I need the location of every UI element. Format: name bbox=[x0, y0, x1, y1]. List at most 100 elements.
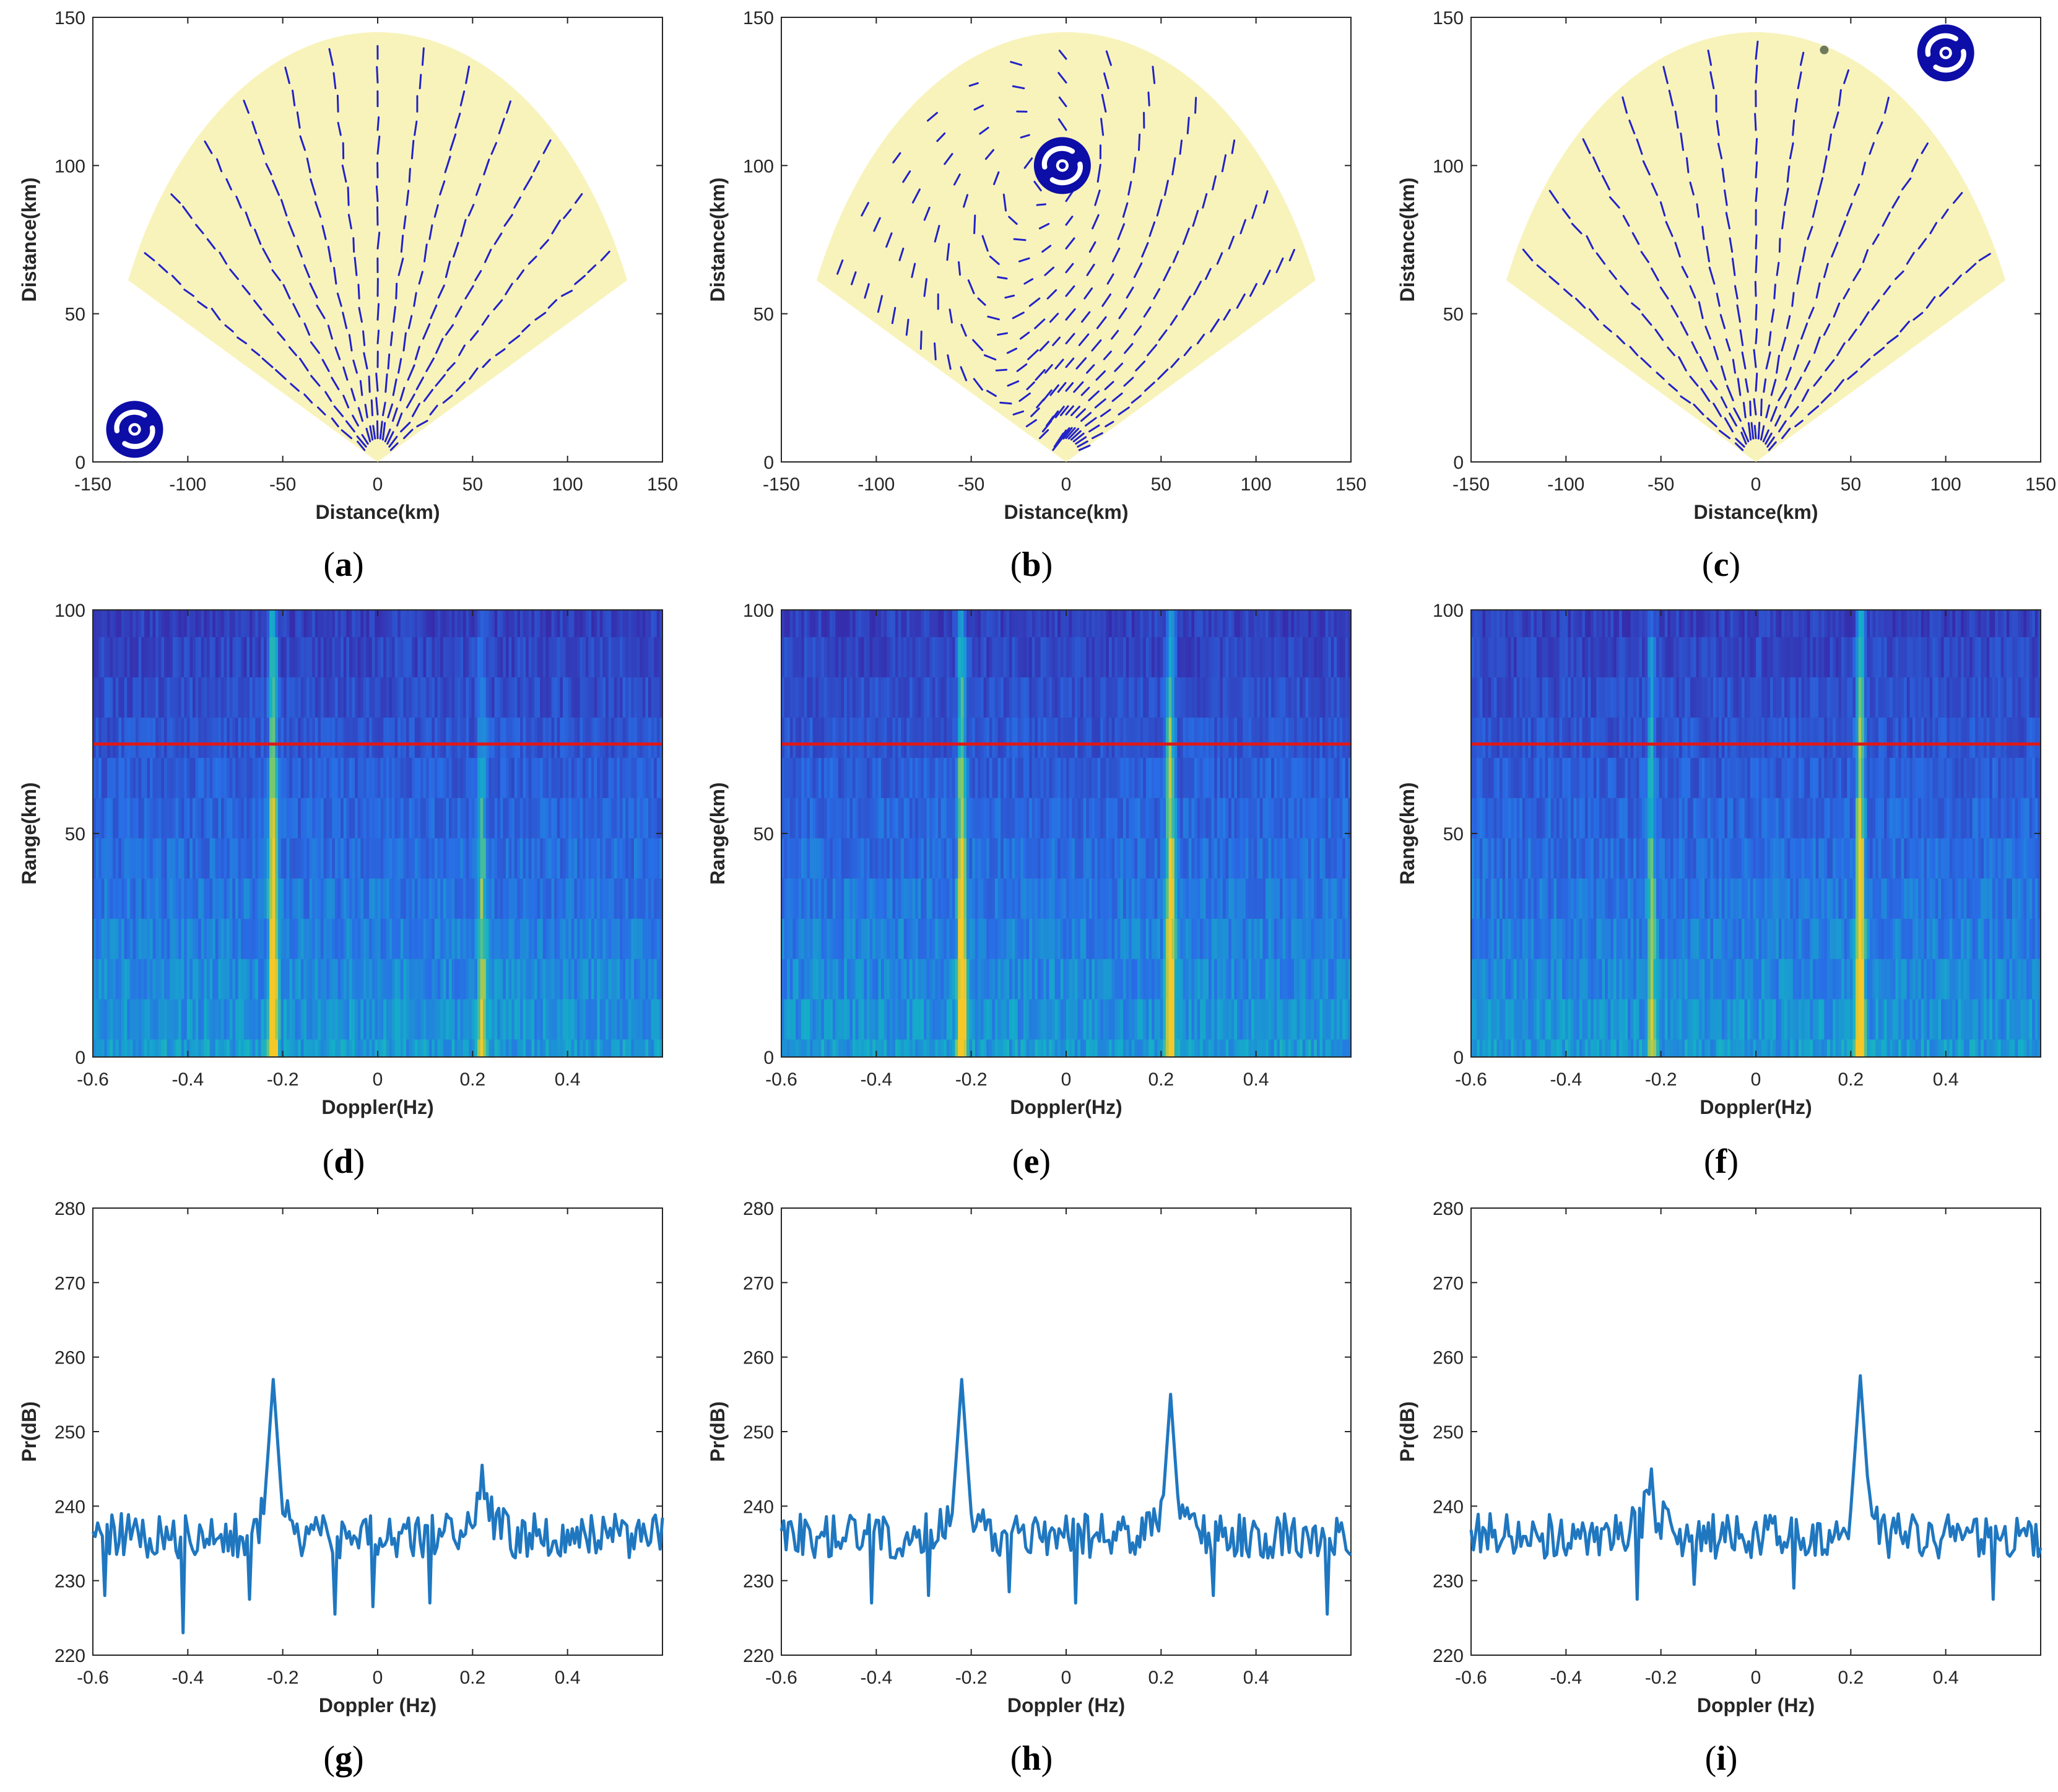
heatmap-cell bbox=[1012, 798, 1015, 838]
heatmap-cell bbox=[1243, 999, 1246, 1040]
heatmap-cell bbox=[428, 918, 432, 959]
heatmap-cell bbox=[966, 798, 970, 838]
heatmap-cell bbox=[654, 677, 658, 718]
heatmap-cell bbox=[343, 677, 347, 718]
heatmap-cell bbox=[104, 798, 108, 838]
current-vector bbox=[1801, 389, 1810, 402]
heatmap-cell bbox=[474, 637, 478, 677]
heatmap-cell bbox=[312, 999, 316, 1040]
heatmap-cell bbox=[352, 717, 355, 758]
heatmap-cell bbox=[269, 878, 273, 919]
heatmap-cell bbox=[992, 1039, 996, 1058]
heatmap-cell bbox=[1086, 717, 1090, 758]
heatmap-cell bbox=[337, 1039, 341, 1058]
heatmap-cell bbox=[355, 1039, 358, 1058]
heatmap-cell bbox=[397, 717, 401, 758]
heatmap-cell bbox=[306, 798, 310, 838]
heatmap-cell bbox=[554, 959, 558, 999]
heatmap-cell bbox=[1035, 999, 1038, 1040]
heatmap-cell bbox=[275, 637, 279, 677]
heatmap-cell bbox=[918, 918, 921, 959]
heatmap-cell bbox=[781, 959, 785, 999]
current-vector bbox=[1065, 427, 1076, 440]
heatmap-cell bbox=[585, 798, 589, 838]
heatmap-cell bbox=[997, 717, 1001, 758]
current-vector bbox=[415, 376, 424, 391]
heatmap-cell bbox=[892, 798, 896, 838]
heatmap-cell bbox=[1339, 757, 1343, 798]
heatmap-cell bbox=[617, 838, 620, 879]
heatmap-cell bbox=[204, 918, 207, 959]
heatmap-cell bbox=[323, 717, 327, 758]
heatmap-cell bbox=[371, 610, 375, 637]
heatmap-cell bbox=[303, 878, 307, 919]
heatmap-cell bbox=[503, 1039, 506, 1058]
heatmap-cell bbox=[1057, 878, 1061, 919]
heatmap-cell bbox=[164, 959, 168, 999]
heatmap-cell bbox=[789, 798, 793, 838]
heatmap-cell bbox=[1186, 717, 1189, 758]
heatmap-cell bbox=[303, 798, 307, 838]
heatmap-cell bbox=[634, 798, 638, 838]
heatmap-cell bbox=[229, 999, 233, 1040]
heatmap-cell bbox=[781, 878, 785, 919]
heatmap-cell bbox=[585, 878, 589, 919]
heatmap-cell bbox=[523, 959, 526, 999]
heatmap-cell bbox=[861, 959, 864, 999]
heatmap-cell bbox=[969, 959, 973, 999]
heatmap-cell bbox=[215, 999, 219, 1040]
heatmap-cell bbox=[975, 999, 978, 1040]
heatmap-cell bbox=[526, 757, 529, 798]
heatmap-cell bbox=[272, 677, 276, 718]
heatmap-cell bbox=[1262, 999, 1266, 1040]
heatmap-cell bbox=[1054, 918, 1058, 959]
heatmap-cell bbox=[252, 838, 256, 879]
heatmap-cell bbox=[1163, 918, 1166, 959]
x-tick-label: 50 bbox=[1151, 474, 1171, 495]
current-vector bbox=[1044, 363, 1053, 374]
heatmap-cell bbox=[895, 999, 899, 1040]
heatmap-cell bbox=[332, 798, 336, 838]
heatmap-cell bbox=[1337, 1039, 1340, 1058]
heatmap-cell bbox=[534, 757, 538, 798]
heatmap-cell bbox=[326, 757, 330, 798]
current-vector bbox=[1018, 392, 1031, 402]
heatmap-cell bbox=[1049, 999, 1053, 1040]
heatmap-cell bbox=[346, 677, 350, 718]
heatmap-cell bbox=[198, 610, 202, 637]
heatmap-cell bbox=[1234, 757, 1238, 798]
heatmap-cell bbox=[426, 1039, 430, 1058]
heatmap-cell bbox=[986, 798, 990, 838]
heatmap-cell bbox=[1245, 999, 1249, 1040]
heatmap-cell bbox=[577, 610, 581, 637]
heatmap-cell bbox=[830, 1039, 833, 1058]
heatmap-cell bbox=[1086, 838, 1090, 879]
heatmap-cell bbox=[380, 838, 384, 879]
heatmap-cell bbox=[477, 1039, 481, 1058]
heatmap-cell bbox=[1001, 798, 1004, 838]
heatmap-cell bbox=[924, 757, 927, 798]
heatmap-cell bbox=[343, 717, 347, 758]
heatmap-cell bbox=[1088, 757, 1092, 798]
heatmap-cell bbox=[1316, 878, 1320, 919]
heatmap-cell bbox=[602, 717, 606, 758]
heatmap-cell bbox=[1223, 918, 1227, 959]
heatmap-cell bbox=[121, 838, 125, 879]
heatmap-cell bbox=[227, 637, 230, 677]
heatmap-cell bbox=[337, 677, 341, 718]
heatmap-cell bbox=[884, 878, 887, 919]
heatmap-cell bbox=[1017, 959, 1021, 999]
heatmap-cell bbox=[1029, 1039, 1033, 1058]
heatmap-cell bbox=[167, 1039, 170, 1058]
heatmap-cell bbox=[323, 878, 327, 919]
heatmap-cell bbox=[981, 717, 984, 758]
heatmap-cell bbox=[295, 798, 298, 838]
current-vector bbox=[1753, 398, 1757, 415]
heatmap-cell bbox=[642, 1039, 646, 1058]
heatmap-cell bbox=[269, 838, 273, 879]
heatmap-cell bbox=[141, 999, 145, 1040]
current-vector bbox=[1939, 286, 1950, 297]
heatmap-cell bbox=[155, 637, 159, 677]
heatmap-cell bbox=[189, 838, 193, 879]
heatmap-cell bbox=[432, 610, 435, 637]
